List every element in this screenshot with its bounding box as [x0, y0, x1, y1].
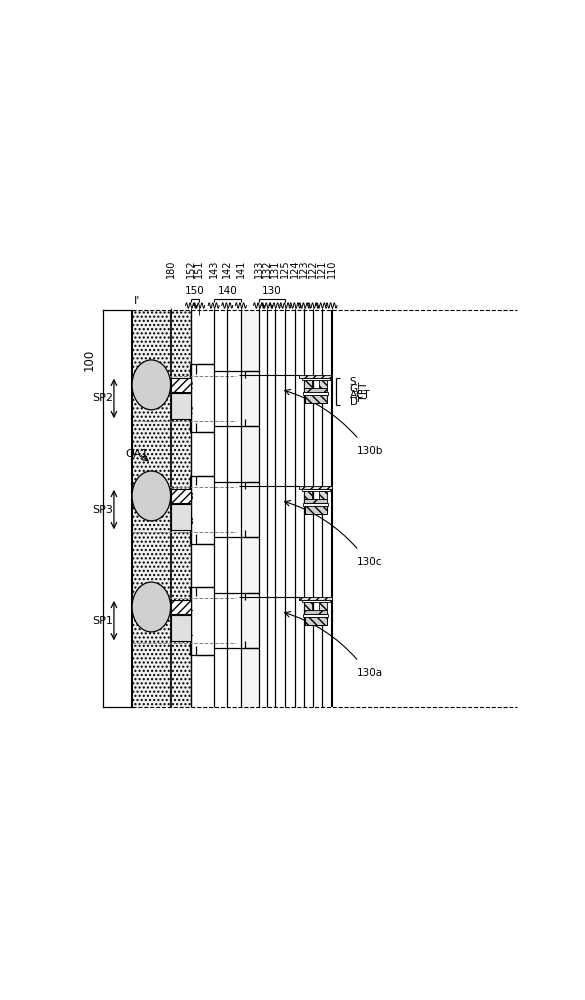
Text: 142: 142	[222, 260, 232, 278]
Text: 130a: 130a	[356, 668, 383, 678]
Text: 151: 151	[194, 260, 204, 278]
Text: OA1: OA1	[125, 449, 149, 459]
Bar	[304, 610, 328, 614]
Text: 161: 161	[175, 603, 195, 613]
Text: SP2: SP2	[92, 393, 113, 403]
Text: 171: 171	[175, 628, 195, 638]
Bar	[303, 614, 328, 617]
Bar	[304, 380, 312, 388]
Text: 152: 152	[186, 260, 196, 278]
Bar	[304, 499, 328, 503]
Text: G: G	[350, 384, 358, 394]
Bar	[305, 395, 326, 403]
Text: 172: 172	[175, 406, 195, 416]
Bar	[304, 491, 312, 499]
Text: 125: 125	[280, 260, 290, 278]
Bar	[171, 504, 191, 530]
Text: S: S	[350, 377, 356, 387]
Text: SP3: SP3	[92, 505, 113, 515]
Bar	[302, 378, 330, 380]
Text: 141: 141	[236, 260, 246, 278]
Text: 163: 163	[175, 492, 195, 502]
Text: ACT: ACT	[350, 390, 370, 400]
Text: 130b: 130b	[356, 446, 383, 456]
Bar	[302, 600, 330, 602]
Text: SP1: SP1	[92, 616, 113, 626]
Text: 133: 133	[254, 260, 264, 278]
Bar	[302, 489, 330, 491]
Ellipse shape	[132, 360, 171, 410]
Text: TFT: TFT	[359, 382, 369, 401]
Bar	[303, 503, 328, 506]
Bar	[319, 602, 328, 610]
Text: 150: 150	[185, 286, 205, 296]
Bar	[319, 380, 328, 388]
Bar	[171, 615, 191, 641]
Text: I': I'	[135, 296, 141, 306]
Bar	[171, 393, 191, 419]
Text: 162: 162	[175, 381, 195, 391]
Text: 180: 180	[166, 260, 176, 278]
Text: 140: 140	[218, 286, 237, 296]
Bar	[300, 375, 332, 378]
Bar	[304, 602, 312, 610]
Bar	[171, 378, 191, 392]
Text: 121: 121	[316, 260, 326, 278]
Bar	[132, 310, 191, 707]
Bar	[305, 617, 326, 625]
Bar	[304, 388, 328, 392]
Bar	[300, 597, 332, 600]
Ellipse shape	[132, 582, 171, 632]
Bar	[241, 310, 259, 707]
Text: 123: 123	[300, 260, 309, 278]
Text: 130: 130	[262, 286, 282, 296]
Text: D: D	[350, 397, 357, 407]
Text: 100: 100	[82, 349, 95, 371]
Text: 130c: 130c	[356, 557, 382, 567]
Text: 173: 173	[175, 517, 195, 527]
Bar	[305, 506, 326, 514]
Text: 110: 110	[326, 260, 336, 278]
Ellipse shape	[132, 471, 171, 521]
Bar	[303, 392, 328, 395]
Bar	[171, 600, 191, 614]
Text: 131: 131	[270, 260, 280, 278]
Bar	[319, 491, 328, 499]
Text: 132: 132	[262, 260, 272, 278]
Text: 124: 124	[290, 260, 300, 278]
Text: 143: 143	[209, 260, 219, 278]
Text: 122: 122	[308, 260, 318, 278]
Bar	[300, 486, 332, 489]
Bar	[171, 489, 191, 503]
